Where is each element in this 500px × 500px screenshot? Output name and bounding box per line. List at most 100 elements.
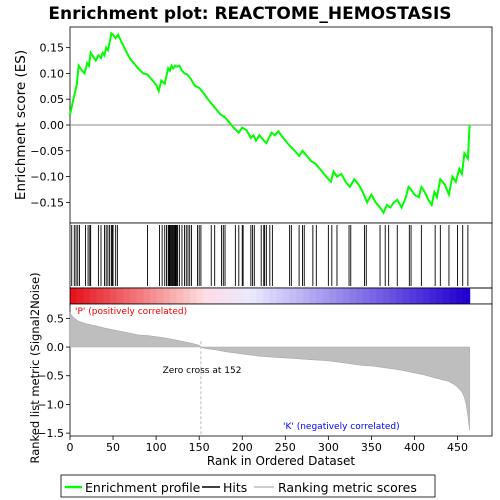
gradient-cell <box>209 288 218 304</box>
gradient-cell <box>83 288 91 304</box>
gradient-cell <box>103 288 111 304</box>
gradient-cell <box>136 288 144 304</box>
gradient-cell <box>303 288 311 304</box>
gradient-cell <box>89 288 98 304</box>
positive-label: 'P' (positively correlated) <box>75 307 187 317</box>
gradient-cell <box>356 288 364 304</box>
gradient-cell <box>123 288 131 304</box>
gradient-cell <box>176 288 184 304</box>
gradient-cell <box>96 288 104 304</box>
gradient-cell <box>409 288 417 304</box>
x-tick-label: 450 <box>447 441 468 454</box>
es-ytick-label: −0.05 <box>30 145 64 158</box>
x-tick-label: 350 <box>361 441 382 454</box>
gradient-cell <box>383 288 391 304</box>
x-tick-label: 250 <box>275 441 296 454</box>
gradient-cell <box>143 288 151 304</box>
es-ytick-label: −0.15 <box>30 196 64 209</box>
gradient-cell <box>396 288 404 304</box>
gradient-cell <box>169 288 178 304</box>
gradient-cell <box>249 288 258 304</box>
gradient-cell <box>129 288 138 304</box>
gradient-cell <box>256 288 264 304</box>
gradient-cell <box>289 288 298 304</box>
gradient-cell <box>449 288 457 304</box>
gradient-cell <box>223 288 231 304</box>
rank-gradient-bar <box>69 287 493 305</box>
gradient-cell <box>376 288 384 304</box>
zero-cross-label: Zero cross at 152 <box>163 366 242 376</box>
gradient-cell <box>422 288 431 304</box>
gradient-cell <box>436 288 444 304</box>
gradient-cell <box>183 288 191 304</box>
gradient-cell <box>349 288 357 304</box>
gradient-cell <box>236 288 244 304</box>
gradient-cell <box>196 288 204 304</box>
legend-enrichment-label: Enrichment profile <box>85 480 201 495</box>
gradient-cell <box>343 288 351 304</box>
metric-axis-label: Ranked list metric (Signal2Noise) <box>28 272 42 463</box>
legend: Enrichment profile Hits Ranking metric s… <box>60 474 436 498</box>
gradient-cell <box>163 288 171 304</box>
ranking-metric-area <box>69 311 470 431</box>
es-ytick-label: −0.10 <box>30 171 64 184</box>
gradient-cell <box>70 288 78 304</box>
gradient-cell <box>156 288 164 304</box>
gradient-cell <box>109 288 118 304</box>
gradient-cell <box>283 288 291 304</box>
metric-ytick-label: 0.5 <box>47 312 65 325</box>
hits-frame <box>69 222 493 289</box>
x-tick-label: 100 <box>146 441 167 454</box>
gradient-cell <box>403 288 411 304</box>
x-axis-label: Rank in Ordered Dataset <box>207 454 355 468</box>
x-tick-label: 300 <box>318 441 339 454</box>
gradient-cell <box>323 288 331 304</box>
es-ytick-label: 0.00 <box>40 119 65 132</box>
gradient-cell <box>229 288 238 304</box>
x-tick-label: 200 <box>232 441 253 454</box>
enrichment-profile-line <box>69 31 471 215</box>
gradient-cell <box>369 288 377 304</box>
legend-ranking-label: Ranking metric scores <box>278 480 417 495</box>
gradient-cell <box>456 288 464 304</box>
gradient-cell <box>336 288 344 304</box>
ranking-metric-panel: −1.5 −1.0 −0.5 0.0 0.5 0 50 100 150 200 250 300 350 4… <box>37 303 493 454</box>
gradient-cell <box>189 288 198 304</box>
gradient-cell <box>263 288 271 304</box>
gradient-cell <box>416 288 424 304</box>
x-tick-label: 400 <box>404 441 425 454</box>
gradient-cell <box>429 288 437 304</box>
metric-ytick-label: 0.0 <box>47 341 65 354</box>
x-tick-label: 0 <box>67 441 74 454</box>
metric-ytick-label: −0.5 <box>37 370 64 383</box>
legend-hits-label: Hits <box>223 480 247 495</box>
gradient-cell <box>329 288 338 304</box>
chart-title: Enrichment plot: REACTOME_HEMOSTASIS <box>48 4 451 24</box>
gradient-cell <box>269 288 278 304</box>
gradient-cell <box>309 288 318 304</box>
gradient-cell <box>203 288 211 304</box>
gradient-cell <box>442 288 451 304</box>
negative-label: 'K' (negatively correlated) <box>283 422 400 432</box>
hits-panel <box>69 222 493 289</box>
legend-box <box>60 474 436 498</box>
es-axis-label: Enrichment score (ES) <box>13 50 29 200</box>
gradient-cell <box>462 288 471 304</box>
x-tick-label: 150 <box>189 441 210 454</box>
gradient-cell <box>116 288 124 304</box>
gradient-cell <box>149 288 158 304</box>
es-ytick-label: 0.15 <box>40 42 65 55</box>
gradient-cell <box>276 288 284 304</box>
es-ytick-label: 0.05 <box>40 93 65 106</box>
gradient-cell <box>216 288 224 304</box>
gradient-cell <box>76 288 84 304</box>
gradient-cell <box>296 288 304 304</box>
gradient-cell <box>316 288 324 304</box>
enrichment-panel: −0.15 −0.10 −0.05 0.00 0.05 0.10 0.15 <box>30 26 493 224</box>
gradient-cell <box>243 288 251 304</box>
gradient-cell <box>389 288 397 304</box>
metric-ytick-label: −1.0 <box>37 398 64 411</box>
metric-ytick-label: −1.5 <box>37 427 64 440</box>
es-ytick-label: 0.10 <box>40 67 65 80</box>
